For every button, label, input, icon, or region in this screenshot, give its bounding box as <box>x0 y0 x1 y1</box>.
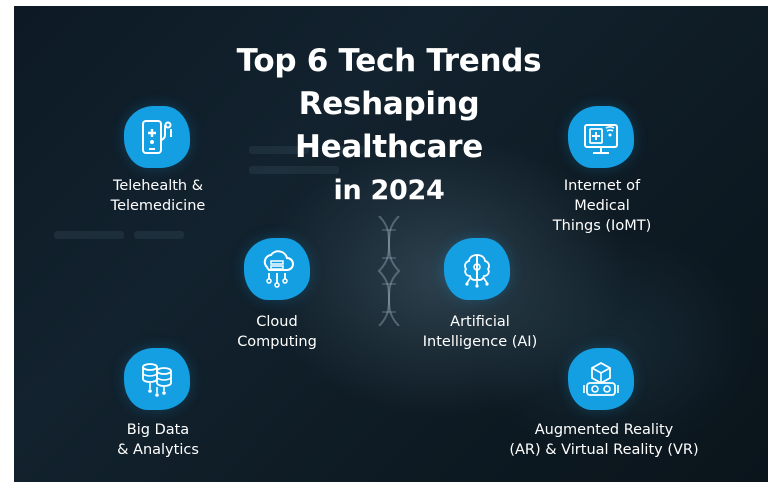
background-decoration <box>134 231 184 239</box>
trend-label: Big Data & Analytics <box>110 420 206 460</box>
trend-label-line: Internet of <box>563 178 641 194</box>
title-line: Reshaping <box>298 86 480 122</box>
trend-label: Cloud Computing <box>227 312 327 352</box>
trend-label: Artificial Intelligence (AI) <box>418 312 542 352</box>
ar-vr-badge <box>568 348 634 410</box>
trend-label: Internet of Medical Things (IoMT) <box>542 176 662 236</box>
trend-label: Augmented Reality (AR) & Virtual Reality… <box>506 420 702 460</box>
telehealth-badge <box>124 106 190 168</box>
title-line: in 2024 <box>333 175 445 206</box>
trend-label: Telehealth & Telemedicine <box>100 176 216 216</box>
trend-label-line: Computing <box>237 334 317 350</box>
background-decoration <box>324 146 364 154</box>
background-decoration <box>249 166 339 174</box>
trend-label-line: Cloud <box>256 314 298 330</box>
trend-label-line: Intelligence (AI) <box>422 334 538 350</box>
ai-badge <box>444 238 510 300</box>
background-decoration <box>249 146 309 154</box>
iomt-icon <box>584 124 618 154</box>
trend-label-line: Artificial <box>450 314 510 330</box>
title-line: Healthcare <box>294 129 483 165</box>
ar-vr-icon <box>583 361 619 396</box>
title-line: Top 6 Tech Trends <box>236 43 542 79</box>
trend-label-line: (AR) & Virtual Reality (VR) <box>509 442 699 458</box>
ai-brain-icon <box>464 254 490 288</box>
trend-label-line: Medical <box>574 198 630 214</box>
infographic-title: Top 6 Tech Trends Reshaping Healthcare i… <box>184 40 594 212</box>
background-decoration <box>54 231 124 239</box>
cloud-computing-icon <box>263 250 294 288</box>
telehealth-icon <box>142 120 172 154</box>
cloud-computing-badge <box>244 238 310 300</box>
big-data-badge <box>124 348 190 410</box>
trend-label-line: Things (IoMT) <box>552 218 652 234</box>
big-data-icon <box>142 363 172 397</box>
iomt-badge <box>568 106 634 168</box>
trend-label-line: Telehealth & <box>112 178 204 194</box>
trend-label-line: Telemedicine <box>110 198 206 214</box>
trend-label-line: & Analytics <box>117 442 199 458</box>
trend-label-line: Augmented Reality <box>534 422 674 438</box>
infographic: Top 6 Tech Trends Reshaping Healthcare i… <box>14 6 768 482</box>
dna-helix-decoration <box>377 216 401 326</box>
trend-label-line: Big Data <box>126 422 190 438</box>
